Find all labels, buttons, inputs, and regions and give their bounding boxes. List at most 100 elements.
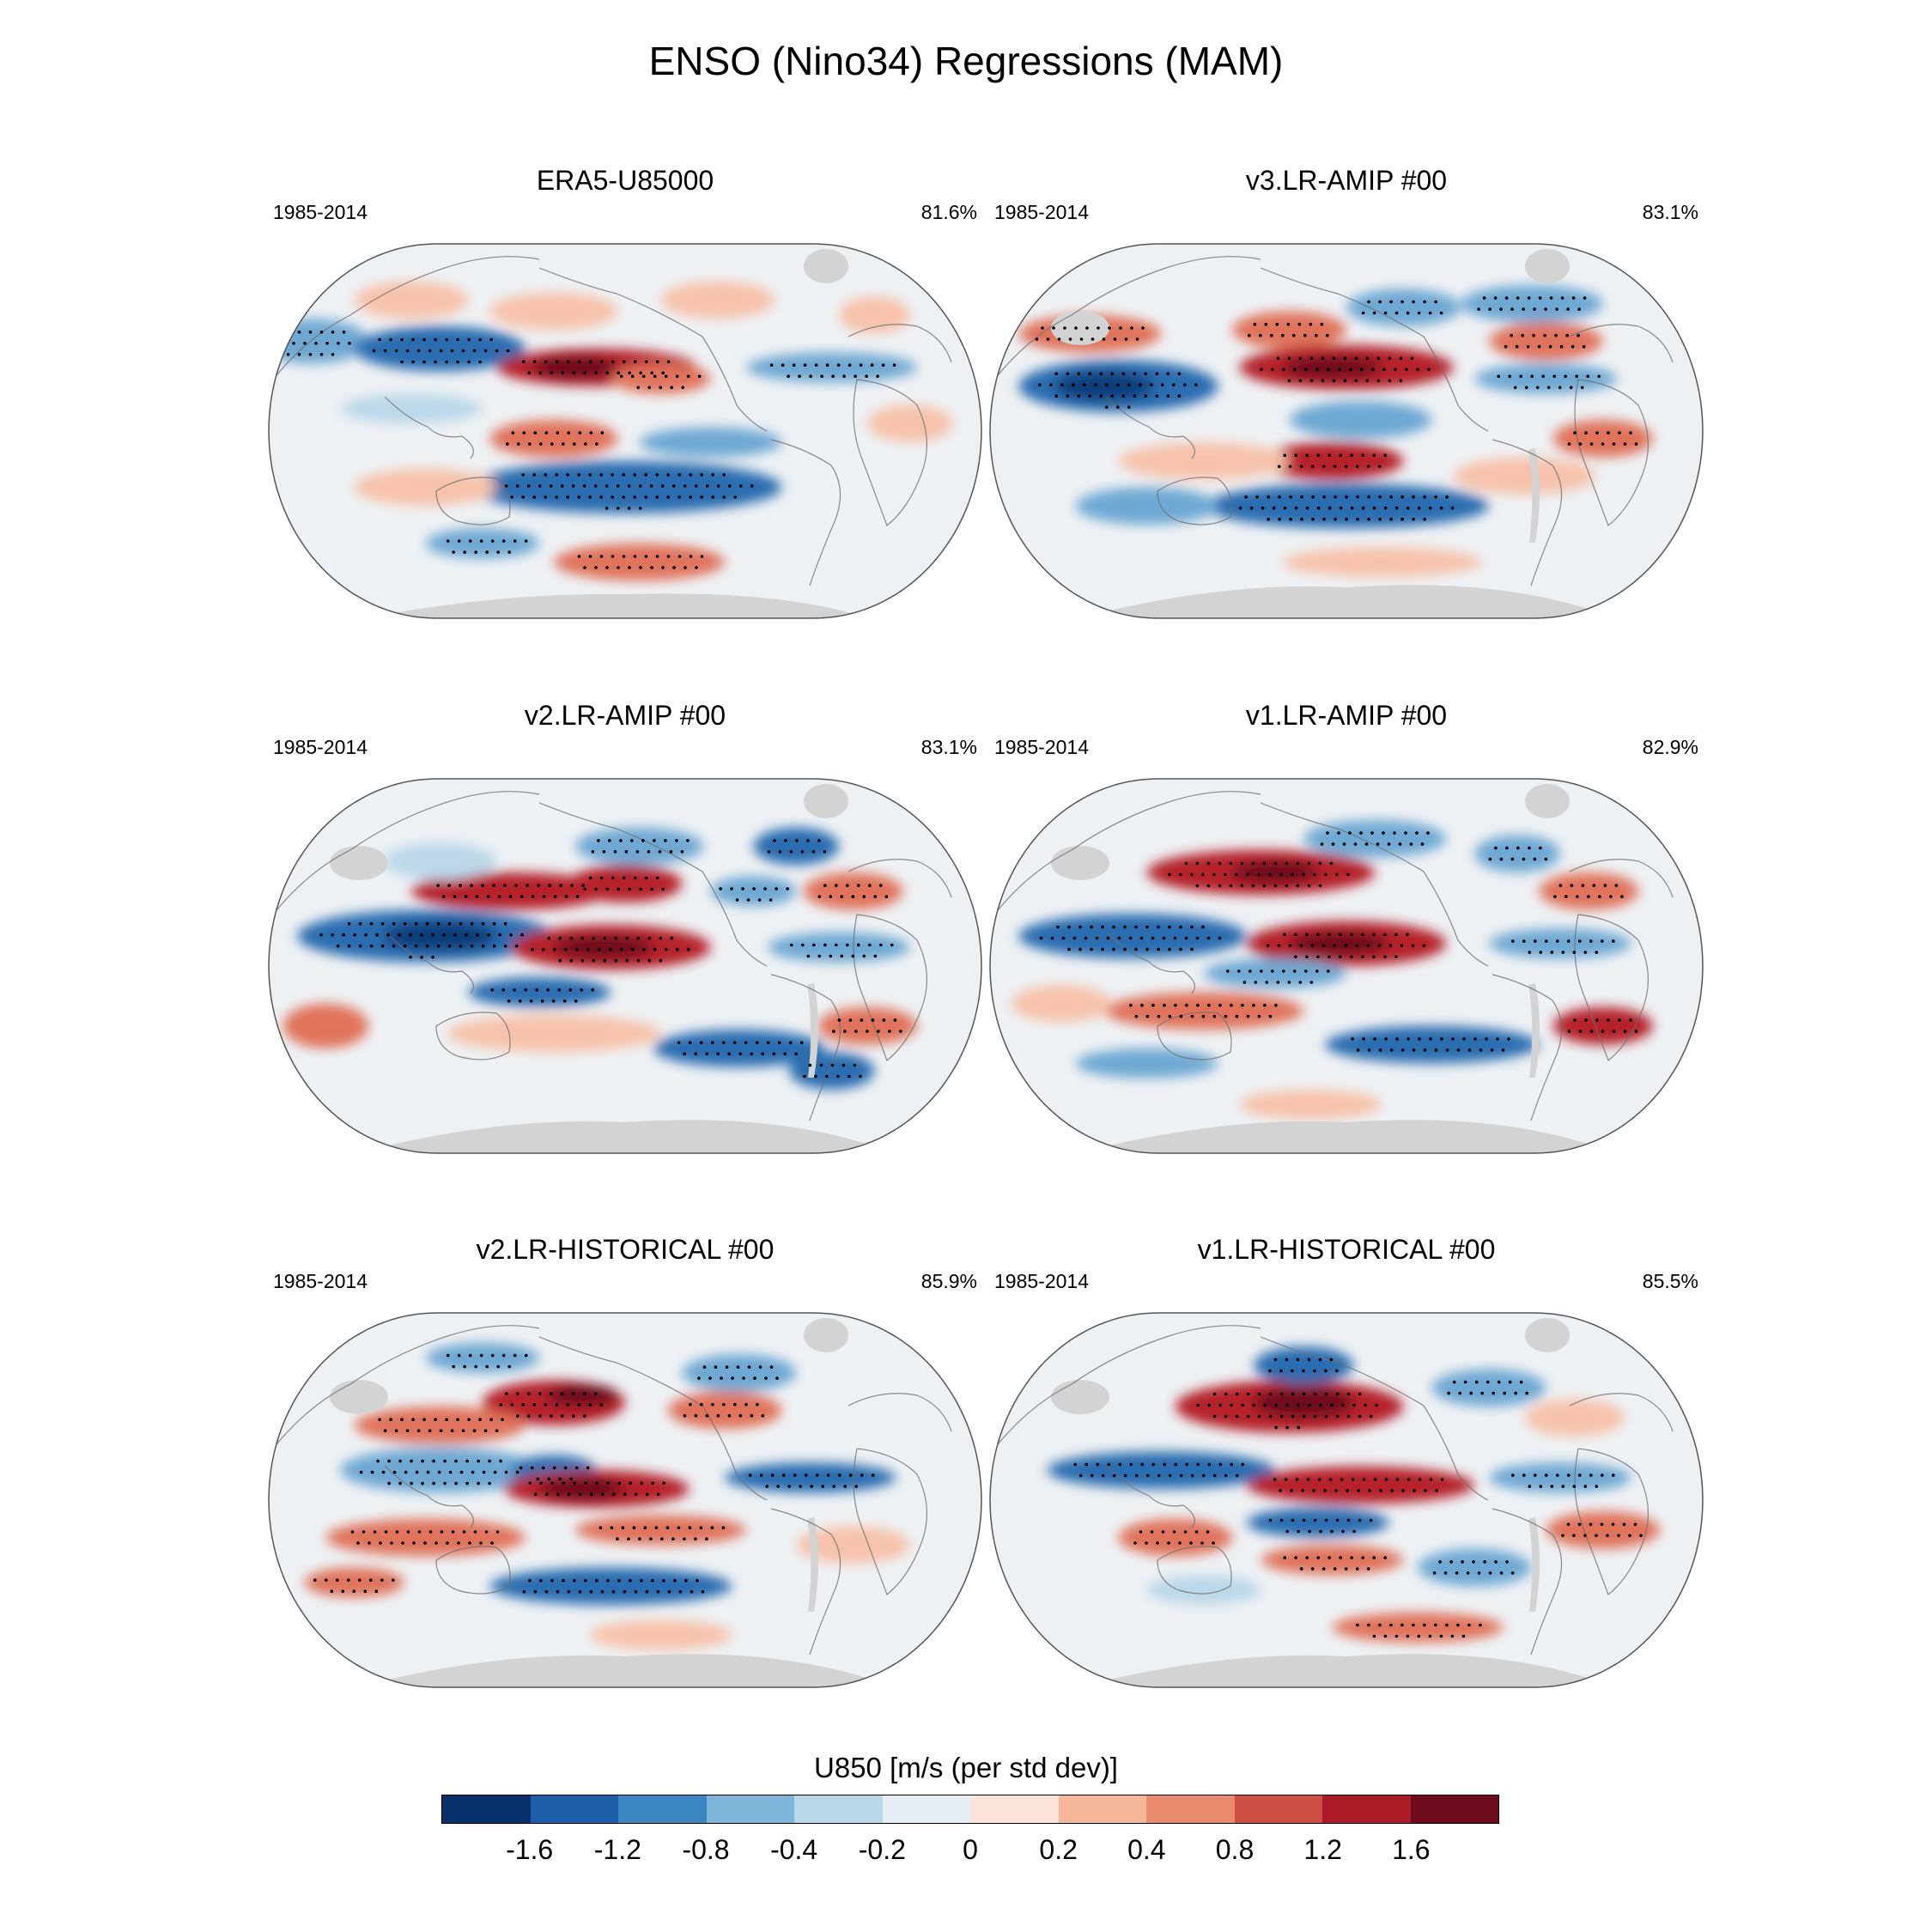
colorbar-labels: -1.6 -1.2 -0.8 -0.4 -0.2 0 0.2 0.4 0.8 1.2 1.6 [441,1834,1499,1868]
coastline [853,914,927,1061]
anomaly-blob [1546,1511,1661,1549]
robinson-map [268,1312,982,1688]
coastlines [272,1325,952,1656]
significance-stipple [591,839,690,854]
andes-mask [807,983,818,1078]
anomaly-blob [867,404,953,443]
anomaly-blob [746,352,918,383]
coastline [272,1325,540,1449]
map-panel-v1-historical: v1.LR-HISTORICAL #00 1985-2014 85.5% [977,1234,1716,1698]
anomaly-blob [1103,992,1304,1030]
coastline [435,477,511,526]
coastline [1157,1012,1232,1060]
significance-stipple [1273,1478,1444,1492]
significance-stipple [817,884,889,898]
anomaly-blob [325,1518,526,1557]
colorbar-bin [530,1795,618,1823]
panel-title: v2.LR-HISTORICAL #00 [476,1234,775,1265]
figure-title: ENSO (Nino34) Regressions (MAM) [648,39,1284,83]
coastline [384,931,474,994]
significance-stipple [1361,300,1443,315]
coastline [1260,267,1489,432]
significance-stipple [319,921,524,959]
anomaly-blob [411,872,611,910]
map-outline [989,1312,1704,1688]
anomaly-blob [568,865,683,902]
anomaly-blob [1239,1089,1382,1120]
coastline [1105,1465,1195,1528]
robinson-map [268,778,982,1154]
significance-stipple [767,839,827,854]
period-label: 1985-2014 [273,1270,368,1292]
anomaly-blob [382,842,497,880]
significance-stipple [1196,1392,1378,1430]
anomaly-field [304,1342,910,1650]
significance-stipple [446,1353,528,1369]
significance-stipple [598,1526,726,1540]
anomaly-blob [382,920,497,951]
coastline [993,1325,1261,1449]
anomaly-blob [710,876,797,907]
colorbar-title: U850 [m/s (per std dev)] [814,1752,1118,1783]
robinson-map [989,243,1704,619]
significance-stipple [1567,431,1638,446]
anomaly-blob [1524,1399,1625,1437]
anomaly-blob [1261,1545,1404,1576]
anomaly-blob [554,936,654,959]
anomaly-blob [1146,1575,1261,1606]
land-mask [393,249,857,618]
anomaly-blob [1282,355,1382,379]
percent-label: 85.5% [1642,1270,1698,1292]
coastline [272,791,540,915]
anomaly-blob [425,1342,540,1373]
significance-stipple [1268,1518,1373,1534]
anomaly-blob [340,1447,540,1493]
significance-stipple [1511,939,1615,954]
coastline [1574,379,1649,526]
tibet-mask [1051,1380,1109,1414]
coastlines [993,1325,1674,1656]
coastline [538,267,768,432]
significance-stipple [1488,846,1548,861]
colorbar-tick-label: 0 [963,1834,978,1865]
coastline [1574,1448,1649,1595]
colorbar-tick-label: -0.4 [770,1834,818,1865]
colorbar-tick-label: 0.4 [1127,1834,1166,1865]
colorbar-bin [1146,1795,1235,1823]
anomaly-blob [839,296,910,334]
colorbar-tick-label: 0.8 [1215,1834,1255,1865]
significance-stipple [748,1473,875,1488]
anomaly-blob [574,827,704,866]
percent-label: 82.9% [1642,736,1698,758]
anomaly-blob [1489,322,1603,361]
colorbar-bin [1410,1795,1498,1823]
anomaly-blob [1232,860,1318,884]
greenland-mask [1525,1318,1570,1352]
andes-mask [1528,1517,1540,1612]
coastline [848,324,952,363]
robinson-map [989,778,1704,1154]
anomaly-blob [725,1462,896,1493]
anomaly-field [1047,1346,1661,1643]
anomaly-field [1018,284,1653,578]
significance-stipple [1168,861,1350,888]
map-outline [268,1312,982,1688]
significance-stipple [519,1466,590,1481]
anomaly-blob [1246,1507,1389,1538]
significance-stipple [1073,1462,1244,1478]
greenland-mask [804,784,848,818]
significance-stipple [1504,333,1586,349]
anomaly-blob [1254,1388,1354,1419]
anomaly-blob [574,1515,747,1546]
significance-stipple [436,884,585,898]
significance-stipple [683,1402,765,1418]
coastlines [272,791,952,1121]
colorbar-bin [618,1795,707,1823]
coastlines [272,256,952,586]
significance-stipple [490,988,594,1003]
significance-stipple [577,555,704,569]
anomaly-blob [1539,872,1639,910]
percent-label: 85.9% [920,1270,977,1292]
colorbar-bin [794,1795,883,1823]
anomaly-blob [468,460,782,513]
